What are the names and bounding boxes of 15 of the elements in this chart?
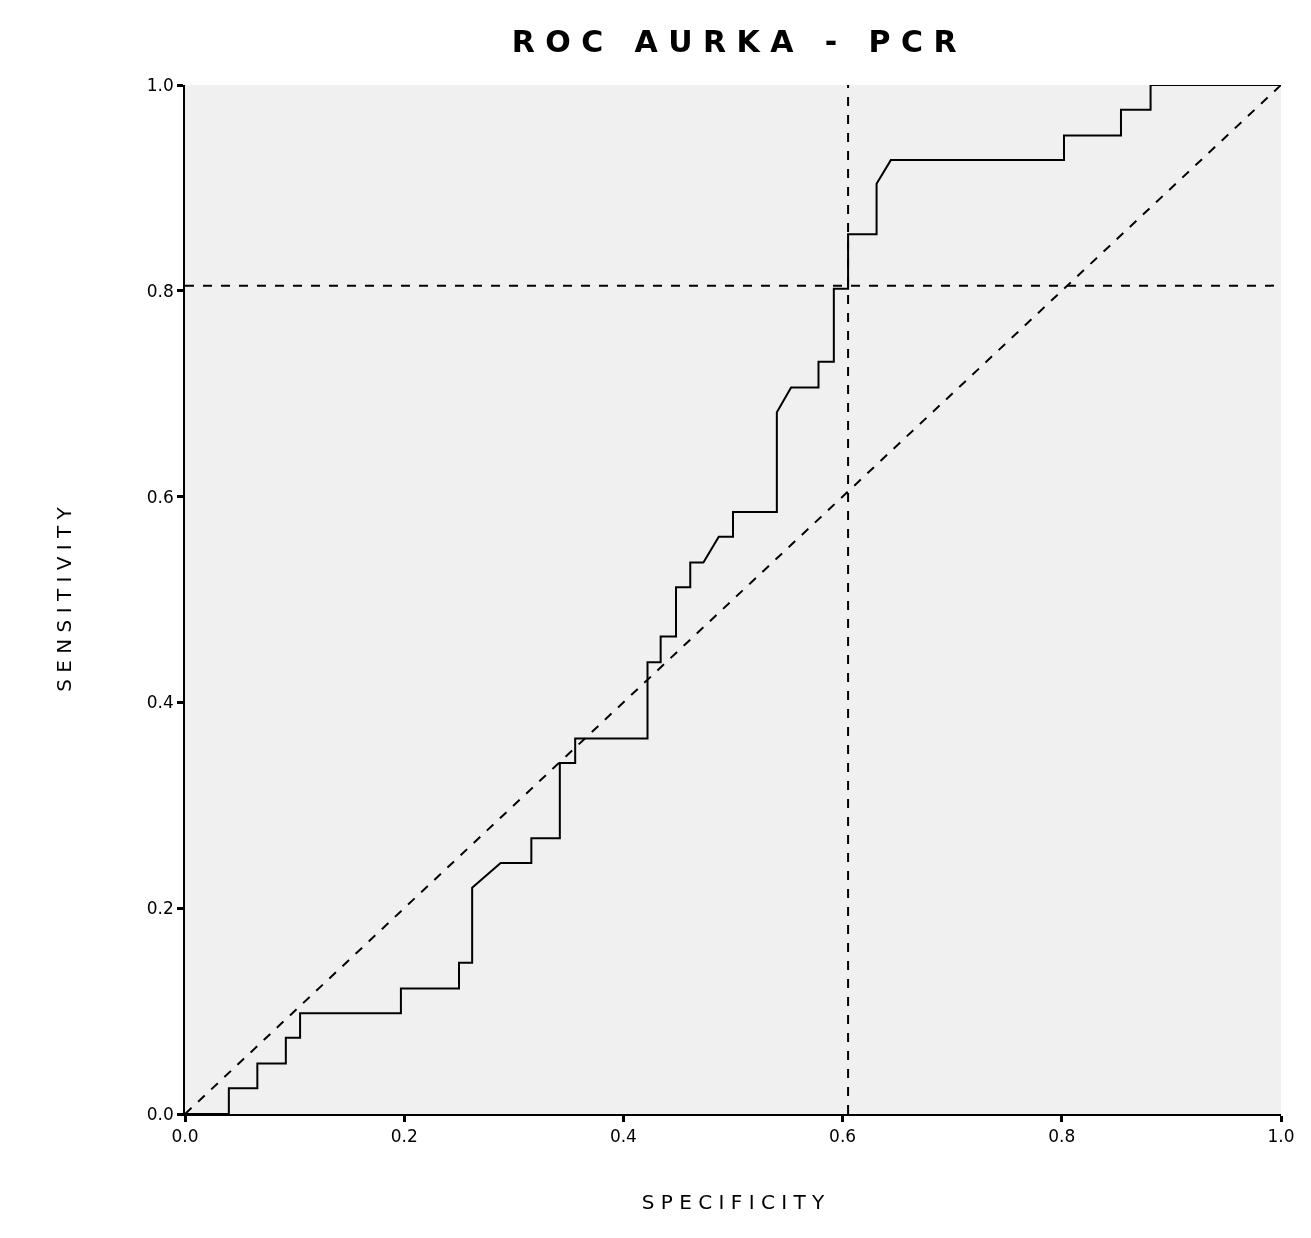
- x-tick-label: 0.2: [390, 1126, 418, 1147]
- y-tick-label: 0.8: [146, 280, 174, 301]
- y-tick-label: 1.0: [146, 74, 174, 95]
- x-tick-label: 0.4: [609, 1126, 637, 1147]
- x-tick-label: 0.6: [829, 1126, 857, 1147]
- y-tick-label: 0.0: [146, 1103, 174, 1124]
- chart-title: R O C A U R K A - P C R: [511, 23, 957, 59]
- x-tick-label: 0.0: [171, 1126, 199, 1147]
- y-axis-title: S E N S I T I V I T Y: [51, 506, 76, 692]
- x-axis-title: S P E C I F I C I T Y: [641, 1190, 826, 1215]
- y-tick-label: 0.4: [146, 692, 174, 713]
- y-tick-label: 0.6: [146, 486, 174, 507]
- x-tick-label: 0.8: [1048, 1126, 1076, 1147]
- x-tick-label: 1.0: [1267, 1126, 1295, 1147]
- y-tick-label: 0.2: [146, 898, 174, 919]
